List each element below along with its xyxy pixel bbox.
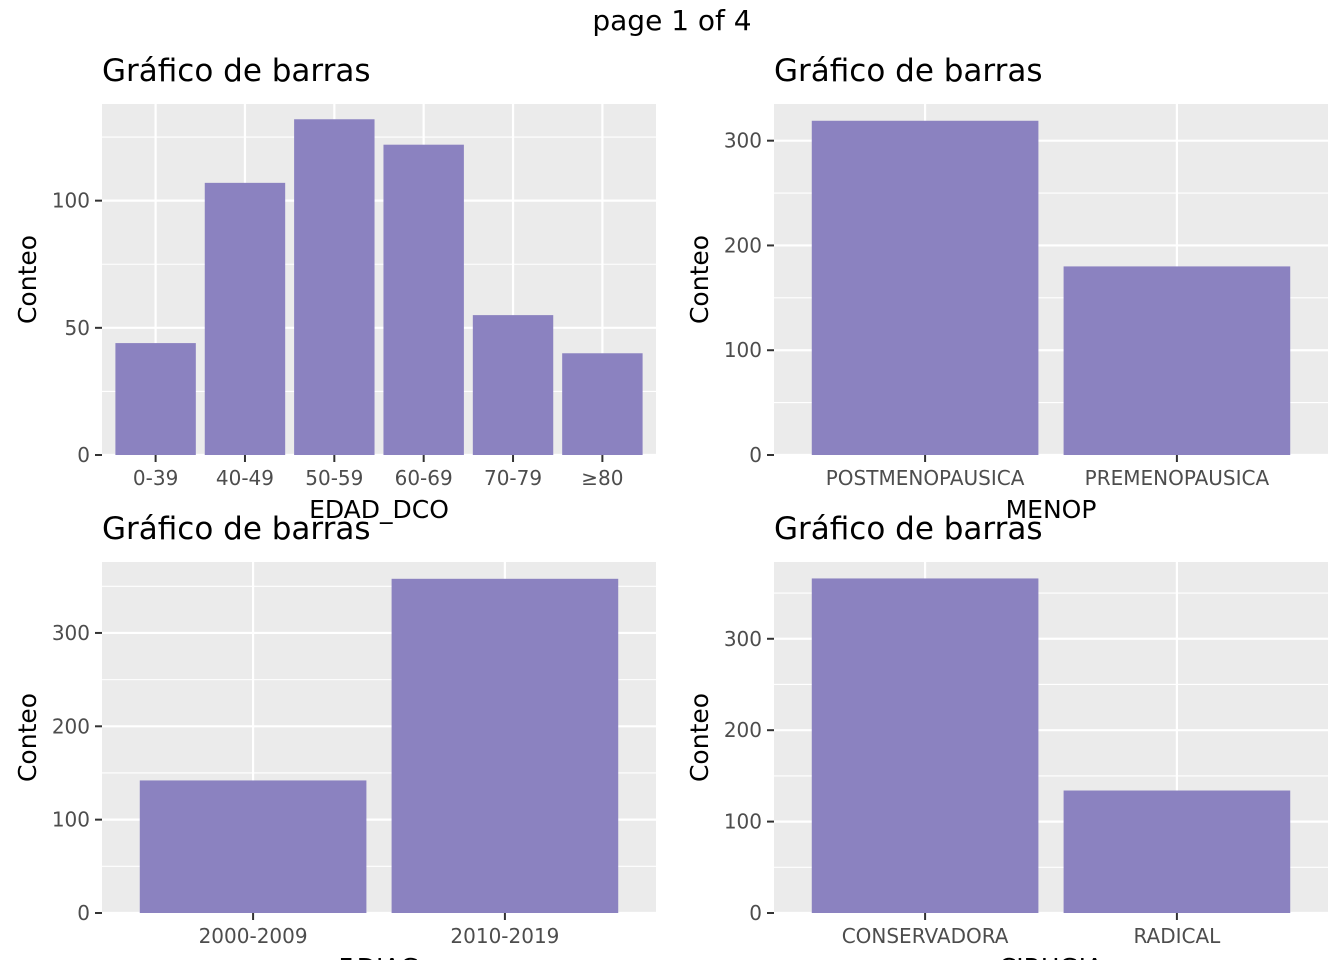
chart-title: Gráfico de barras [774, 53, 1043, 89]
x-tick-label: PREMENOPAUSICA [1085, 466, 1270, 490]
x-tick-label: 40-49 [216, 466, 274, 490]
y-tick-label: 0 [77, 443, 90, 467]
x-tick-label: 60-69 [395, 466, 453, 490]
y-axis-title: Conteo [685, 693, 714, 782]
y-tick-label: 300 [724, 129, 762, 153]
y-tick-label: 200 [724, 718, 762, 742]
x-tick-label: POSTMENOPAUSICA [826, 466, 1025, 490]
chart-title: Gráfico de barras [102, 53, 371, 89]
y-tick-label: 300 [52, 621, 90, 645]
bar-RADICAL [1063, 790, 1291, 913]
x-axis-title: CIRUGIA [999, 953, 1103, 960]
y-axis-title: Conteo [13, 693, 42, 782]
bar-POSTMENOPAUSICA [811, 120, 1039, 456]
chart-title: Gráfico de barras [102, 511, 371, 547]
x-tick-label: 2010-2019 [450, 924, 559, 948]
y-tick-label: 50 [65, 316, 90, 340]
y-tick-label: 100 [724, 338, 762, 362]
x-axis-title: MENOP [1006, 495, 1097, 524]
x-tick-label: 0-39 [133, 466, 178, 490]
bar-40-49 [204, 182, 286, 455]
x-axis-title: EDAD_DCO [309, 495, 449, 524]
x-tick-label: ≥80 [581, 466, 623, 490]
y-tick-label: 0 [749, 901, 762, 925]
x-tick-label: CONSERVADORA [842, 924, 1009, 948]
y-tick-label: 200 [724, 233, 762, 257]
y-axis-title: Conteo [13, 235, 42, 324]
chart-cirugia: Gráfico de barras 0 100 200 300 CONSERVADORA R… [685, 511, 1328, 960]
chart-edad-dco: Gráfico de barras 0 50 100 0-39 40-49 50-59 60-… [13, 53, 656, 524]
bar-70-79 [472, 315, 554, 455]
y-tick-label: 100 [52, 808, 90, 832]
bar-2010-2019 [391, 578, 619, 913]
bar-0-39 [115, 343, 196, 455]
y-axis-title: Conteo [685, 235, 714, 324]
x-tick-label: 50-59 [305, 466, 363, 490]
chart-title: Gráfico de barras [774, 511, 1043, 547]
x-axis-title: F.DIAG [339, 953, 420, 960]
y-tick-label: 300 [724, 627, 762, 651]
chart-f-diag: Gráfico de barras 0 100 200 300 2000-2009 2010… [13, 511, 656, 960]
x-tick-label: RADICAL [1133, 924, 1221, 948]
x-tick-label: 70-79 [484, 466, 542, 490]
bar-50-59 [294, 119, 375, 456]
y-tick-label: 100 [52, 189, 90, 213]
page-label: page 1 of 4 [592, 4, 752, 37]
bar-≥80 [562, 353, 643, 455]
bar-PREMENOPAUSICA [1063, 266, 1291, 455]
y-tick-label: 200 [52, 714, 90, 738]
bar-CONSERVADORA [811, 578, 1039, 913]
bar-60-69 [383, 144, 464, 455]
chart-menop: Gráfico de barras 0 100 200 300 POSTMENOPAUSI… [685, 53, 1328, 524]
y-tick-label: 100 [724, 810, 762, 834]
y-tick-label: 0 [749, 443, 762, 467]
x-tick-label: 2000-2009 [199, 924, 308, 948]
bar-2000-2009 [139, 780, 367, 913]
y-tick-label: 0 [77, 901, 90, 925]
